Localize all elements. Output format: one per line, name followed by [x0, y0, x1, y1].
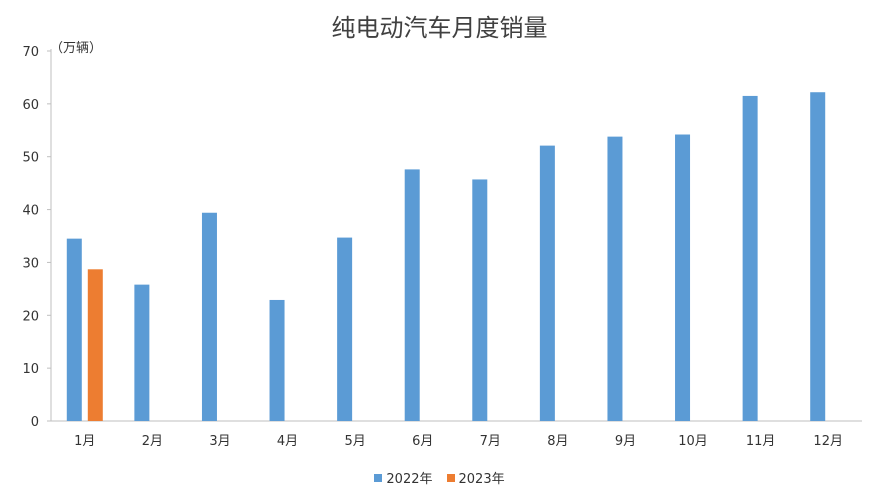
legend-label: 2022年 — [386, 472, 433, 487]
bar-2023年-1月 — [87, 269, 103, 421]
bars — [66, 92, 826, 421]
bar-2022年-3月 — [201, 212, 217, 421]
bar-2022年-5月 — [337, 237, 353, 421]
x-category-label: 10月 — [678, 434, 708, 449]
chart-title: 纯电动汽车月度销量 — [331, 14, 548, 42]
x-category-label: 11月 — [746, 434, 776, 449]
bar-2022年-12月 — [810, 92, 826, 421]
x-axis: 1月 2月 3月 4月 5月 6月 7月 8月 9月 10月 11月 12月 — [51, 420, 862, 449]
y-tick-label: 50 — [22, 151, 39, 166]
bar-2022年-11月 — [742, 95, 758, 421]
x-category-label: 7月 — [480, 434, 501, 449]
legend-label: 2023年 — [458, 472, 505, 487]
y-tick-label: 30 — [22, 256, 39, 271]
legend-item: 2022年 — [374, 468, 433, 487]
y-axis: 0 10 20 30 40 50 60 70 — [22, 45, 52, 430]
y-tick-label: 60 — [22, 98, 39, 113]
x-category-label: 5月 — [344, 434, 365, 449]
y-tick-label: 20 — [22, 309, 39, 324]
legend-swatch — [374, 473, 383, 482]
legend: 2022年 2023年 — [0, 468, 879, 487]
legend-swatch — [446, 473, 455, 482]
x-category-label: 4月 — [277, 434, 298, 449]
legend-item: 2023年 — [446, 468, 505, 487]
bar-2022年-1月 — [66, 238, 82, 421]
bar-2022年-6月 — [404, 169, 420, 421]
bar-2022年-2月 — [134, 284, 150, 421]
x-category-label: 2月 — [142, 434, 163, 449]
bar-2022年-8月 — [539, 145, 555, 421]
y-tick-label: 10 — [22, 362, 39, 377]
x-category-label: 9月 — [615, 434, 636, 449]
y-tick-label: 0 — [31, 415, 39, 430]
x-category-label: 6月 — [412, 434, 433, 449]
y-axis-unit-label: （万辆） — [50, 41, 102, 56]
x-category-label: 1月 — [74, 434, 95, 449]
bar-2022年-7月 — [472, 179, 488, 421]
x-category-label: 8月 — [547, 434, 568, 449]
x-category-label: 3月 — [209, 434, 230, 449]
bar-2022年-4月 — [269, 299, 285, 421]
bar-2022年-10月 — [675, 134, 691, 421]
y-tick-label: 70 — [22, 45, 39, 60]
y-tick-label: 40 — [22, 204, 39, 219]
bar-2022年-9月 — [607, 136, 623, 421]
x-category-label: 12月 — [813, 434, 843, 449]
